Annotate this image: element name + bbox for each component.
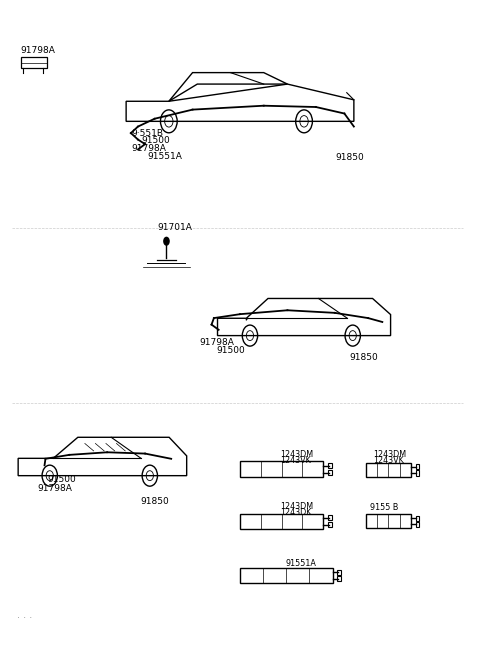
Text: . . .: . . . (17, 610, 32, 620)
Circle shape (163, 237, 170, 246)
Text: 91500: 91500 (141, 137, 170, 145)
Text: 91500: 91500 (48, 474, 77, 484)
Text: 91798A: 91798A (200, 338, 235, 347)
Text: 91798A: 91798A (37, 484, 72, 493)
Text: 91551A: 91551A (147, 152, 182, 161)
Text: 1243DK: 1243DK (280, 509, 312, 518)
Text: 1243VK: 1243VK (280, 457, 311, 465)
Text: 91551A: 91551A (285, 558, 316, 568)
Text: 1243VK: 1243VK (373, 457, 404, 465)
Text: 9·551B: 9·551B (132, 129, 164, 137)
Text: 91701A: 91701A (157, 223, 192, 232)
Text: 91850: 91850 (140, 497, 169, 506)
Text: 1243DM: 1243DM (280, 502, 313, 511)
Text: 9155 B: 9155 B (371, 503, 399, 512)
Text: 1243DM: 1243DM (280, 450, 313, 459)
Text: 91798A: 91798A (131, 145, 166, 153)
Text: 91798A: 91798A (21, 46, 56, 55)
Text: 91500: 91500 (216, 346, 245, 355)
Text: 1243DM: 1243DM (373, 450, 406, 459)
Text: 91850: 91850 (349, 353, 378, 363)
Text: 91850: 91850 (335, 153, 364, 162)
